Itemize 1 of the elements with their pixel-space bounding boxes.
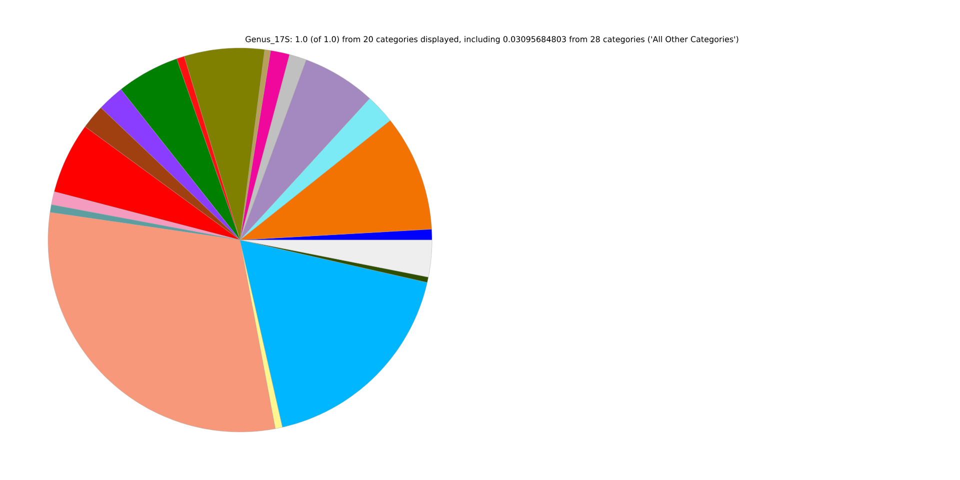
- text: Genus_17S: 1.0 (of 1.0) from 20 categories displayed, including 0.03095684803 from 28 categories ('All Other Categories'): [246, 36, 738, 44]
